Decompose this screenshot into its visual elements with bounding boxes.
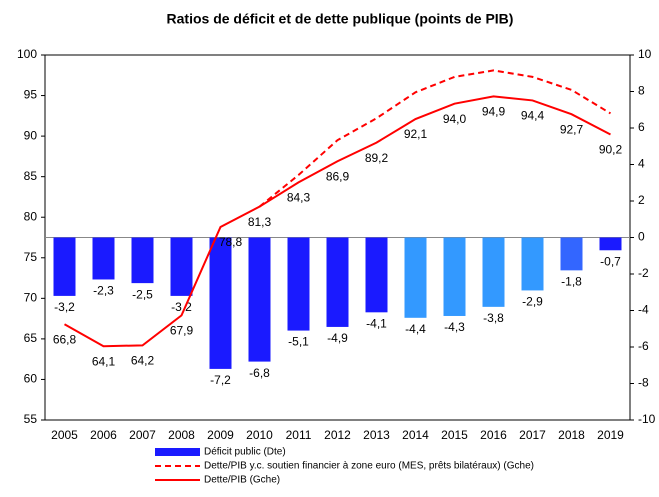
x-tick-label: 2008 bbox=[168, 428, 195, 442]
legend-label: Déficit public (Dte) bbox=[204, 447, 286, 458]
y-tick-label: 55 bbox=[24, 412, 38, 426]
bar bbox=[521, 237, 544, 291]
x-tick-label: 2017 bbox=[519, 428, 546, 442]
x-tick-label: 2016 bbox=[480, 428, 507, 442]
y2-tick-label: 4 bbox=[638, 157, 645, 171]
bar-value-label: -3,2 bbox=[171, 300, 192, 314]
y2-tick-label: -6 bbox=[638, 339, 649, 353]
x-tick-label: 2018 bbox=[558, 428, 585, 442]
bar bbox=[53, 237, 76, 296]
bar bbox=[404, 237, 427, 318]
bar bbox=[170, 237, 193, 296]
y2-tick-label: -10 bbox=[638, 412, 656, 426]
bar bbox=[560, 237, 583, 271]
bar-value-label: -3,8 bbox=[483, 311, 504, 325]
y-tick-label: 90 bbox=[24, 128, 38, 142]
legend-label: Dette/PIB (Gche) bbox=[204, 475, 280, 486]
bar-value-label: -7,2 bbox=[210, 373, 231, 387]
bar-value-label: -4,9 bbox=[327, 331, 348, 345]
y2-tick-label: -4 bbox=[638, 303, 649, 317]
line-value-label: 94,9 bbox=[482, 105, 506, 119]
bar bbox=[365, 237, 388, 313]
x-tick-label: 2015 bbox=[441, 428, 468, 442]
line-value-label: 84,3 bbox=[287, 191, 311, 205]
bar bbox=[326, 237, 349, 327]
y2-tick-label: 0 bbox=[638, 230, 645, 244]
bar bbox=[287, 237, 310, 331]
line-value-label: 86,9 bbox=[326, 169, 350, 183]
bar-value-label: -1,8 bbox=[561, 275, 582, 289]
bar bbox=[131, 237, 154, 284]
bar bbox=[599, 237, 622, 251]
y-tick-label: 80 bbox=[24, 209, 38, 223]
line-value-label: 94,4 bbox=[521, 109, 545, 123]
bar-value-label: -2,9 bbox=[522, 295, 543, 309]
x-tick-label: 2005 bbox=[51, 428, 78, 442]
chart-title: Ratios de déficit et de dette publique (… bbox=[167, 11, 514, 27]
y2-tick-label: 6 bbox=[638, 120, 645, 134]
bar-value-label: -3,2 bbox=[54, 300, 75, 314]
legend: Déficit public (Dte) Dette/PIB y.c. souti… bbox=[155, 447, 534, 486]
bar bbox=[248, 237, 271, 362]
line-value-label: 81,3 bbox=[248, 215, 272, 229]
x-tick-label: 2011 bbox=[286, 428, 312, 442]
line-value-label: 92,7 bbox=[560, 122, 584, 136]
x-tick-label: 2009 bbox=[207, 428, 234, 442]
y2-tick-label: -2 bbox=[638, 266, 649, 280]
x-tick-label: 2006 bbox=[90, 428, 117, 442]
bar-value-label: -4,1 bbox=[366, 316, 387, 330]
y-tick-label: 95 bbox=[24, 88, 38, 102]
bar bbox=[209, 237, 232, 369]
x-tick-label: 2019 bbox=[597, 428, 624, 442]
bar-value-label: -2,3 bbox=[93, 284, 114, 298]
bar bbox=[482, 237, 505, 307]
y2-tick-label: -8 bbox=[638, 376, 649, 390]
x-tick-label: 2007 bbox=[129, 428, 156, 442]
line-value-label: 90,2 bbox=[599, 143, 623, 157]
bar-value-label: -2,5 bbox=[132, 287, 153, 301]
x-tick-label: 2012 bbox=[324, 428, 351, 442]
x-tick-label: 2014 bbox=[402, 428, 429, 442]
bar-value-label: -4,3 bbox=[444, 320, 465, 334]
y-tick-label: 65 bbox=[24, 331, 38, 345]
y2-tick-label: 2 bbox=[638, 193, 645, 207]
line-value-label: 92,1 bbox=[404, 127, 428, 141]
y-tick-label: 100 bbox=[17, 47, 37, 61]
y-tick-label: 60 bbox=[24, 372, 38, 386]
line-value-label: 64,1 bbox=[92, 354, 116, 368]
x-tick-label: 2013 bbox=[363, 428, 390, 442]
y-tick-label: 75 bbox=[24, 250, 38, 264]
line bbox=[258, 69, 612, 208]
line-value-label: 94,0 bbox=[443, 112, 467, 126]
line-value-label: 66,8 bbox=[53, 332, 77, 346]
legend-label: Dette/PIB y.c. soutien financier à zone … bbox=[204, 461, 534, 472]
bar-value-label: -5,1 bbox=[288, 335, 309, 349]
y-tick-label: 70 bbox=[24, 291, 38, 305]
legend-swatch bbox=[155, 448, 200, 456]
y-tick-label: 85 bbox=[24, 169, 38, 183]
line-value-label: 89,2 bbox=[365, 151, 389, 165]
bar-value-label: -0,7 bbox=[600, 254, 621, 268]
line-value-label: 64,2 bbox=[131, 354, 155, 368]
line-value-label: 78,8 bbox=[219, 235, 243, 249]
line-value-label: 67,9 bbox=[170, 324, 194, 338]
line bbox=[64, 95, 611, 348]
bar-value-label: -4,4 bbox=[405, 322, 426, 336]
x-tick-label: 2010 bbox=[246, 428, 273, 442]
bar bbox=[92, 237, 115, 280]
bar bbox=[443, 237, 466, 316]
bar-value-label: -6,8 bbox=[249, 366, 270, 380]
y2-tick-label: 10 bbox=[638, 47, 652, 61]
y2-tick-label: 8 bbox=[638, 84, 645, 98]
